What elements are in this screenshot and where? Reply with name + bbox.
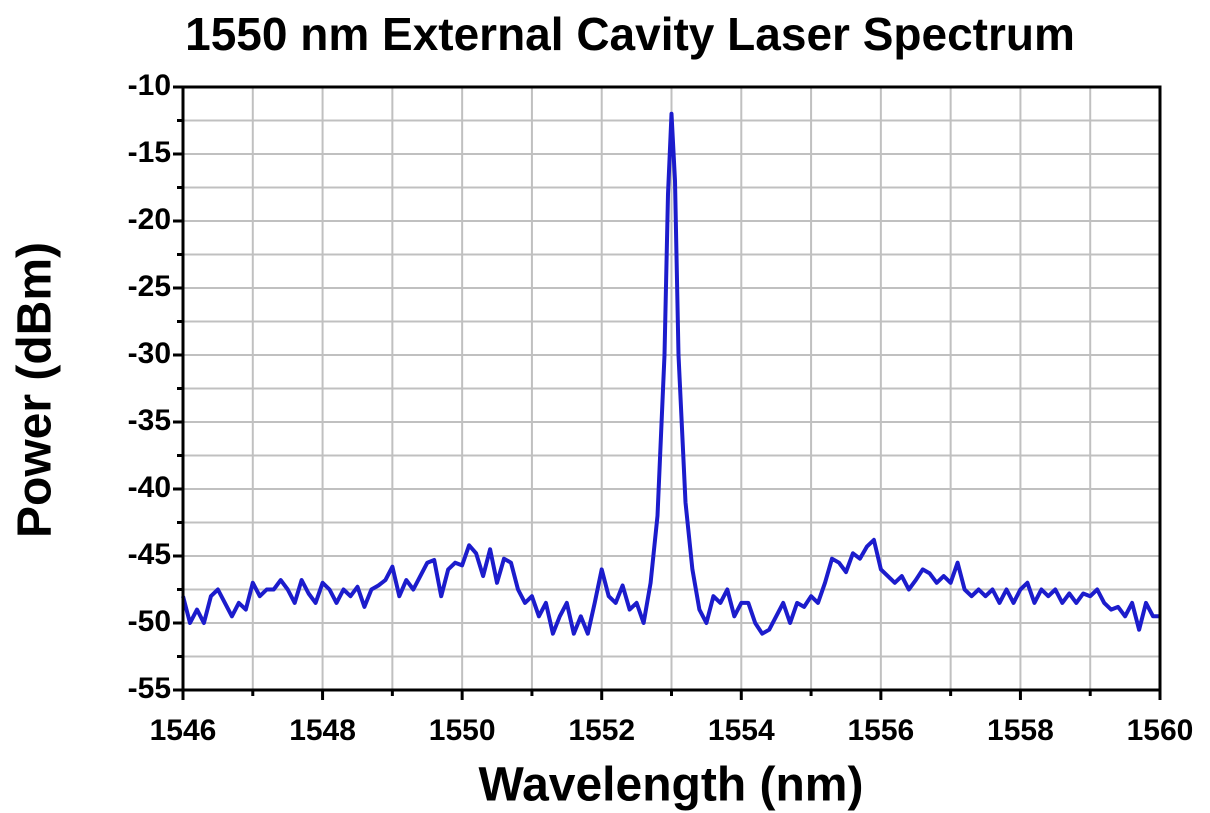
x-tick-label: 1556 <box>847 714 914 747</box>
y-tick-label: -25 <box>128 270 171 303</box>
chart-title: 1550 nm External Cavity Laser Spectrum <box>185 8 1075 60</box>
y-tick-label: -30 <box>128 337 171 370</box>
y-tick-label: -40 <box>128 471 171 504</box>
x-tick-label: 1554 <box>708 714 775 747</box>
y-tick-label: -10 <box>128 69 171 102</box>
x-tick-label: 1560 <box>1127 714 1194 747</box>
x-axis-label: Wavelength (nm) <box>479 759 864 812</box>
x-tick-label: 1546 <box>150 714 217 747</box>
y-tick-label: -15 <box>128 136 171 169</box>
y-tick-label: -35 <box>128 404 171 437</box>
y-tick-label: -45 <box>128 538 171 571</box>
y-tick-label: -50 <box>128 605 171 638</box>
x-tick-label: 1548 <box>289 714 356 747</box>
x-tick-label: 1550 <box>429 714 496 747</box>
x-tick-label: 1552 <box>568 714 635 747</box>
plot-frame <box>181 85 1162 692</box>
y-axis-label: Power (dBm) <box>9 242 62 538</box>
y-tick-label: -55 <box>128 672 171 705</box>
y-tick-label: -20 <box>128 203 171 236</box>
spectrum-line <box>181 111 1160 636</box>
x-tick-label: 1558 <box>987 714 1054 747</box>
